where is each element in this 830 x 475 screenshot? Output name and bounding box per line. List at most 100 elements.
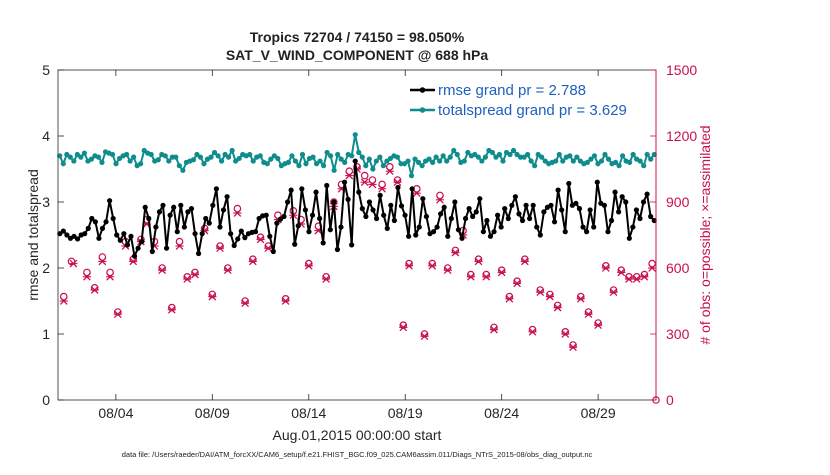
- totalspread-point: [412, 156, 418, 162]
- obs-possible-marker: [183, 272, 192, 281]
- rmse-point: [473, 209, 479, 215]
- rmse-point: [128, 233, 134, 239]
- rmse-point: [363, 213, 369, 220]
- legend-spread-marker: [419, 107, 426, 113]
- obs-possible-marker: [297, 215, 305, 224]
- rmse-point: [648, 213, 654, 220]
- obs-assimilated-marker: [545, 292, 554, 301]
- obs-possible-marker: [436, 191, 444, 200]
- obs-assimilated-marker: [640, 272, 649, 281]
- rmse-point: [82, 231, 88, 237]
- totalspread-point: [173, 154, 179, 160]
- obs-assimilated-marker: [190, 270, 200, 279]
- obs-assimilated-marker: [513, 279, 522, 288]
- rmse-point: [107, 198, 113, 204]
- rmse-point: [555, 187, 561, 193]
- data-file-footer: data file: /Users/raeder/DAI/ATM_forcXX/…: [122, 450, 593, 459]
- rmse-line: [59, 160, 655, 258]
- obs-possible-marker: [106, 268, 114, 277]
- rmse-point: [171, 204, 177, 210]
- rmse-point: [349, 242, 355, 248]
- obs-possible-marker: [249, 255, 257, 264]
- obs-assimilated-marker: [576, 294, 585, 303]
- legend-spread-label: totalspread grand pr = 3.629: [438, 102, 627, 119]
- rmse-point: [306, 229, 312, 235]
- rmse-point: [608, 217, 615, 224]
- obs-assimilated-marker: [82, 272, 92, 281]
- rmse-point: [313, 189, 319, 195]
- rmse-point: [562, 229, 568, 235]
- totalspread-point: [648, 156, 654, 162]
- obs-assimilated-marker: [601, 264, 610, 272]
- rmse-point: [537, 232, 543, 238]
- totalspread-point: [415, 159, 422, 165]
- rmse-point: [74, 236, 81, 242]
- totalspread-point: [296, 163, 302, 169]
- totalspread-point: [264, 161, 270, 167]
- obs-assimilated-marker: [158, 266, 167, 275]
- rmse-point: [502, 206, 508, 212]
- rmse-point: [281, 213, 287, 220]
- totalspread-point: [78, 154, 84, 160]
- totalspread-point: [588, 156, 594, 162]
- obs-possible-marker: [482, 270, 491, 279]
- y-left-tick-label: 5: [42, 62, 50, 78]
- rmse-point: [274, 220, 280, 226]
- totalspread-point: [370, 166, 376, 172]
- rmse-point: [601, 202, 607, 208]
- obs-assimilated-marker: [561, 330, 570, 338]
- x-tick-label: 08/09: [195, 405, 230, 421]
- obs-possible-marker: [553, 301, 562, 310]
- totalspread-point: [208, 154, 214, 160]
- rmse-point: [495, 212, 501, 218]
- totalspread-point: [405, 158, 411, 164]
- rmse-point: [406, 233, 412, 239]
- obs-assimilated-marker: [474, 257, 483, 266]
- obs-assimilated-marker: [175, 242, 184, 250]
- obs-possible-marker: [191, 268, 199, 277]
- rmse-point: [530, 202, 536, 208]
- rmse-point: [242, 235, 248, 241]
- rmse-point: [224, 194, 230, 200]
- totalspread-point: [215, 153, 221, 159]
- totalspread-point: [567, 153, 573, 159]
- rmse-point: [548, 202, 554, 208]
- obs-assimilated-marker: [113, 310, 122, 319]
- rmse-point: [317, 215, 323, 222]
- x-tick-label: 08/19: [388, 405, 423, 421]
- totalspread-point: [630, 151, 636, 158]
- obs-assimilated-marker: [233, 209, 242, 217]
- rmse-point: [594, 179, 600, 185]
- totalspread-point: [479, 158, 485, 164]
- rmse-point: [359, 206, 365, 212]
- plot-area: [58, 70, 656, 400]
- rmse-point: [156, 209, 163, 215]
- obs-possible-marker: [345, 167, 354, 176]
- rmse-point: [637, 215, 643, 222]
- rmse-point: [388, 202, 394, 208]
- totalspread-point: [127, 158, 133, 164]
- obs-assimilated-marker: [632, 275, 641, 283]
- obs-assimilated-marker: [505, 294, 514, 303]
- rmse-point: [153, 224, 159, 230]
- obs-possible-marker: [83, 268, 91, 277]
- y-axis-left-label: rmse and totalspread: [25, 169, 41, 301]
- rmse-point: [573, 200, 579, 206]
- obs-possible-marker: [67, 257, 76, 266]
- totalspread-point: [67, 154, 73, 160]
- rmse-point: [85, 225, 91, 231]
- obs-assimilated-marker: [167, 305, 176, 314]
- rmse-point: [267, 233, 273, 239]
- rmse-point: [498, 224, 504, 230]
- totalspread-point: [349, 153, 355, 159]
- obs-assimilated-marker: [497, 268, 506, 277]
- obs-assimilated-marker: [377, 184, 387, 193]
- rmse-point: [331, 199, 337, 205]
- rmse-point: [587, 207, 593, 213]
- obs-possible-marker: [304, 259, 313, 268]
- totalspread-point: [190, 157, 197, 163]
- totalspread-point: [637, 158, 643, 164]
- rmse-point: [523, 202, 529, 208]
- rmse-point: [470, 213, 476, 220]
- rmse-point: [295, 223, 301, 229]
